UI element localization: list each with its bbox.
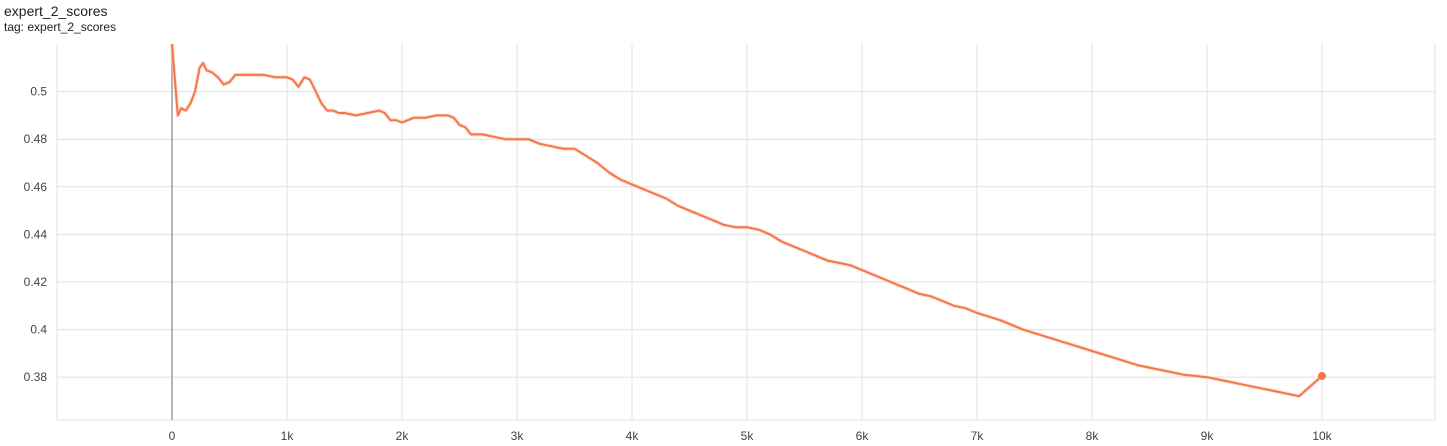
chart-tag: tag: expert_2_scores (4, 20, 117, 34)
x-tick-label: 4k (626, 429, 640, 443)
x-tick-label: 5k (741, 429, 755, 443)
x-tick-label: 6k (856, 429, 870, 443)
y-tick-labels: 0.38 0.4 0.42 0.44 0.46 0.48 0.5 (24, 85, 48, 385)
series-end-point[interactable] (1318, 371, 1326, 380)
x-tick-label: 10k (1312, 429, 1332, 443)
x-tick-label: 3k (511, 429, 525, 443)
x-tick-labels: 0 1k 2k 3k 4k 5k 6k 7k 8k 9k 10k (169, 429, 1333, 443)
x-tick-label: 8k (1086, 429, 1100, 443)
x-tick-label: 0 (169, 429, 176, 443)
axes (56, 44, 1436, 421)
y-tick-label: 0.46 (24, 180, 48, 194)
y-tick-label: 0.42 (24, 275, 48, 289)
series-line (171, 43, 1323, 398)
x-tick-label: 9k (1201, 429, 1215, 443)
x-tick-label: 1k (281, 429, 295, 443)
x-tick-label: 2k (396, 429, 410, 443)
y-tick-label: 0.5 (30, 85, 47, 99)
y-tick-label: 0.38 (24, 370, 48, 384)
x-tick-label: 7k (971, 429, 985, 443)
y-tick-label: 0.48 (24, 132, 48, 146)
series-layer (170, 43, 1326, 399)
grid-lines (56, 44, 1435, 420)
chart-title: expert_2_scores (4, 3, 108, 19)
y-tick-label: 0.4 (30, 323, 47, 337)
y-tick-label: 0.44 (24, 227, 48, 241)
